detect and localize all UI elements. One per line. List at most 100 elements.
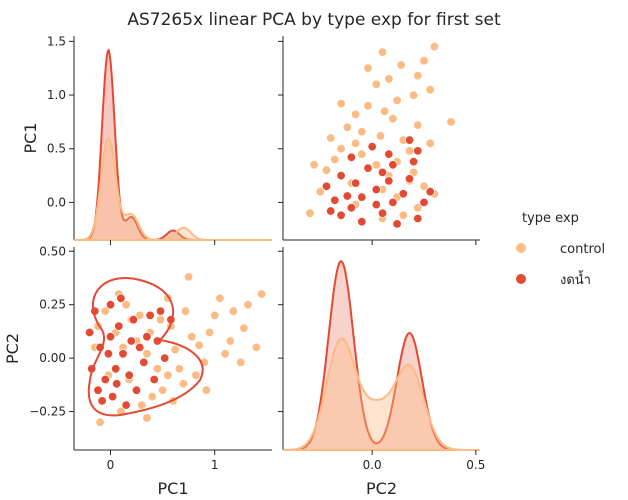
point-treatment-pc1-pc2 — [84, 327, 95, 338]
point-control-pc1-pc2 — [209, 310, 220, 321]
point-control-pc2-pc1 — [309, 160, 319, 170]
legend-label-treatment: งดน้ำ — [560, 270, 591, 288]
point-treatment-pc2-pc1 — [413, 146, 423, 156]
point-treatment-pc2-pc1 — [330, 195, 340, 206]
point-treatment-pc1-pc2 — [116, 293, 126, 304]
point-control-pc1-pc2 — [191, 370, 201, 380]
point-control-pc1-pc2 — [235, 357, 246, 368]
point-treatment-pc2-pc1 — [388, 197, 398, 208]
point-treatment-pc1-pc2 — [114, 321, 124, 331]
y-tick-label-pc2: 0.25 — [39, 298, 66, 312]
point-control-pc1-pc2 — [243, 300, 253, 310]
point-control-pc1-pc2 — [183, 272, 194, 282]
kde-pc2 — [283, 337, 480, 451]
point-treatment-pc1-pc2 — [110, 364, 121, 374]
point-control-pc1-pc2 — [95, 417, 105, 427]
point-control-pc1-pc2 — [142, 413, 152, 423]
point-treatment-pc2-pc1 — [408, 156, 419, 167]
point-control-pc2-pc1 — [371, 160, 382, 170]
chart-title: AS7265x linear PCA by type exp for first… — [127, 10, 501, 30]
point-treatment-pc1-pc2 — [93, 385, 103, 395]
point-control-pc2-pc1 — [336, 143, 346, 154]
subplot-pc1-vs-pc2 — [282, 36, 480, 241]
point-control-pc1-pc2 — [170, 344, 180, 355]
point-treatment-pc1-pc2 — [100, 374, 111, 385]
point-treatment-pc2-pc1 — [336, 170, 346, 181]
point-treatment-pc1-pc2 — [126, 336, 137, 346]
point-treatment-pc2-pc1 — [357, 192, 367, 202]
legend-marker-control — [516, 243, 526, 253]
point-control-pc2-pc1 — [305, 208, 315, 218]
point-treatment-pc2-pc1 — [392, 219, 402, 229]
point-control-pc2-pc1 — [377, 47, 388, 57]
legend: type exp control งดน้ำ — [516, 211, 605, 288]
point-treatment-pc1-pc2 — [139, 357, 149, 368]
y-tick-label-pc1: 0.5 — [47, 142, 66, 156]
point-treatment-pc1-pc2 — [131, 385, 142, 395]
point-control-pc1-pc2 — [215, 293, 225, 304]
legend-label-control: control — [560, 242, 605, 257]
point-control-pc2-pc1 — [425, 138, 435, 149]
point-control-pc2-pc1 — [384, 74, 394, 84]
point-treatment-pc2-pc1 — [367, 141, 377, 152]
point-control-pc1-pc2 — [178, 379, 189, 389]
point-treatment-pc1-pc2 — [111, 379, 122, 389]
x-axis-label-pc1: PC1 — [158, 479, 189, 498]
point-control-pc2-pc1 — [419, 181, 429, 192]
point-treatment-pc2-pc1 — [384, 176, 394, 186]
point-control-pc2-pc1 — [398, 210, 409, 221]
point-treatment-pc2-pc1 — [377, 167, 388, 178]
point-treatment-pc2-pc1 — [350, 178, 361, 188]
kde-contour-pc1-pc2 — [87, 277, 204, 417]
y-axis-label-pc2: PC2 — [3, 333, 22, 364]
y-tick-label-pc1: 0.0 — [47, 195, 66, 209]
point-treatment-pc2-pc1 — [398, 189, 409, 199]
x-tick-label-pc2: 0.5 — [466, 458, 485, 472]
point-control-pc2-pc1 — [342, 122, 353, 133]
point-treatment-pc2-pc1 — [326, 206, 336, 216]
point-treatment-pc2-pc1 — [388, 160, 398, 170]
point-treatment-pc1-pc2 — [107, 391, 118, 402]
point-control-pc1-pc2 — [187, 332, 197, 342]
point-control-pc2-pc1 — [392, 95, 402, 106]
point-control-pc1-pc2 — [147, 391, 157, 402]
legend-marker-treatment — [516, 274, 526, 284]
point-control-pc1-pc2 — [201, 385, 212, 395]
point-control-pc2-pc1 — [425, 84, 435, 95]
point-treatment-pc1-pc2 — [149, 374, 159, 385]
point-treatment-pc1-pc2 — [121, 400, 131, 410]
point-control-pc1-pc2 — [220, 349, 230, 359]
point-treatment-pc1-pc2 — [155, 306, 166, 316]
point-treatment-pc1-pc2 — [134, 342, 145, 353]
y-tick-label-pc1: 1.5 — [47, 34, 66, 48]
point-control-pc1-pc2 — [239, 323, 249, 333]
point-control-pc1-pc2 — [142, 349, 152, 359]
x-tick-label-pc1: 1 — [211, 458, 219, 472]
point-control-pc2-pc1 — [396, 60, 406, 70]
point-treatment-pc2-pc1 — [336, 210, 346, 221]
point-control-pc1-pc2 — [228, 306, 239, 316]
point-control-pc2-pc1 — [336, 98, 346, 109]
point-treatment-pc2-pc1 — [346, 203, 357, 213]
point-control-pc2-pc1 — [371, 79, 382, 90]
point-treatment-pc1-pc2 — [97, 396, 107, 406]
point-control-pc2-pc1 — [379, 106, 390, 116]
point-control-pc1-pc2 — [152, 364, 163, 374]
point-control-pc1-pc2 — [100, 306, 111, 316]
point-treatment-pc2-pc1 — [363, 163, 373, 173]
point-control-pc1-pc2 — [174, 364, 185, 374]
point-treatment-pc1-pc2 — [105, 332, 116, 342]
point-control-pc2-pc1 — [408, 90, 419, 100]
y-tick-label-pc2: −0.25 — [29, 405, 66, 419]
point-treatment-pc1-pc2 — [118, 349, 128, 359]
point-treatment-pc1-pc2 — [128, 315, 139, 325]
point-control-pc1-pc2 — [121, 300, 131, 310]
point-control-pc1-pc2 — [163, 370, 173, 380]
point-control-pc2-pc1 — [429, 42, 440, 52]
point-control-pc2-pc1 — [363, 63, 373, 73]
point-control-pc2-pc1 — [404, 146, 415, 156]
point-treatment-pc2-pc1 — [371, 184, 382, 195]
point-control-pc2-pc1 — [375, 131, 386, 141]
point-treatment-pc2-pc1 — [413, 213, 423, 224]
point-treatment-pc1-pc2 — [142, 332, 152, 342]
